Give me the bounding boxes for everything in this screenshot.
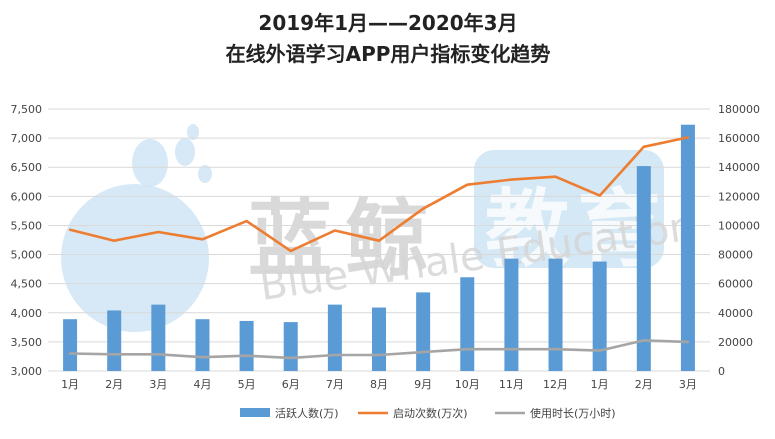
y-left-tick-label: 4,500 (11, 278, 43, 291)
y-right-tick-label: 140000 (718, 161, 760, 174)
y-right-tick-label: 60000 (718, 278, 753, 291)
x-tick-label: 5月 (238, 378, 256, 391)
y-right-tick-label: 20000 (718, 336, 753, 349)
x-tick-label: 12月 (543, 378, 568, 391)
bar (372, 307, 386, 371)
bar (151, 304, 166, 371)
y-left-tick-label: 5,000 (11, 249, 43, 262)
x-tick-label: 7月 (326, 378, 344, 391)
legend-label: 启动次数(万次) (393, 406, 468, 420)
x-tick-label: 10月 (455, 378, 480, 391)
chart-title-line1: 2019年1月——2020年3月 (258, 11, 517, 35)
y-right-tick-label: 120000 (718, 190, 760, 203)
y-right-tick-label: 40000 (718, 307, 753, 320)
bar (680, 124, 695, 371)
bar (239, 320, 254, 371)
watermark-spout-drop (175, 138, 195, 166)
legend: 活跃人数(万) 启动次数(万次) 使用时长(万小时) (240, 406, 616, 420)
bar (327, 304, 342, 371)
bar (548, 258, 563, 371)
y-right-tick-label: 80000 (718, 249, 753, 262)
watermark-spout-drop (187, 124, 199, 140)
watermark-spout-drop (132, 139, 168, 187)
x-tick-label: 8月 (370, 378, 388, 391)
bar (592, 261, 607, 371)
y-right-tick-label: 0 (718, 365, 725, 378)
axes: 3,000 3,500 4,000 4,500 5,000 5,500 6,000 6,500… (11, 103, 761, 391)
y-left-tick-label: 3,000 (11, 365, 43, 378)
y-left-tick-label: 4,000 (11, 307, 43, 320)
x-tick-label: 3月 (149, 378, 167, 391)
x-tick-label: 11月 (499, 378, 524, 391)
legend-label: 活跃人数(万) (275, 406, 339, 420)
x-tick-label: 1月 (61, 378, 79, 391)
watermark-whale-body (61, 184, 209, 332)
y-left-tick-label: 6,500 (11, 161, 43, 174)
x-tick-label: 2月 (635, 378, 653, 391)
bar (416, 292, 431, 371)
y-right-tick-label: 100000 (718, 219, 760, 232)
x-tick-label: 1月 (591, 378, 609, 391)
bar (283, 322, 298, 371)
y-left-tick-label: 7,000 (11, 132, 43, 145)
y-right-tick-label: 160000 (718, 132, 760, 145)
legend-swatch-bar (240, 408, 270, 417)
series-line-duration (68, 339, 690, 360)
bar (195, 319, 210, 371)
line-series (68, 136, 690, 360)
x-tick-label: 2月 (105, 378, 123, 391)
x-tick-label: 9月 (414, 378, 432, 391)
bar (636, 166, 651, 371)
y-left-tick-label: 3,500 (11, 336, 43, 349)
bar (63, 319, 78, 371)
x-tick-label: 4月 (193, 378, 211, 391)
series-line-launch (68, 136, 690, 253)
y-left-tick-label: 6,000 (11, 190, 43, 203)
watermark-char: 鲸 (345, 190, 429, 288)
x-tick-label: 3月 (679, 378, 697, 391)
bar (460, 277, 475, 371)
watermark-spout-drop (198, 165, 212, 183)
y-left-tick-label: 7,500 (11, 103, 43, 116)
x-tick-label: 6月 (282, 378, 300, 391)
y-right-tick-label: 180000 (718, 103, 760, 116)
bar (107, 310, 122, 371)
legend-label: 使用时长(万小时) (530, 407, 616, 420)
chart-title-line2: 在线外语学习APP用户指标变化趋势 (226, 42, 551, 66)
bar (504, 258, 519, 371)
y-left-tick-label: 5,500 (11, 219, 43, 232)
